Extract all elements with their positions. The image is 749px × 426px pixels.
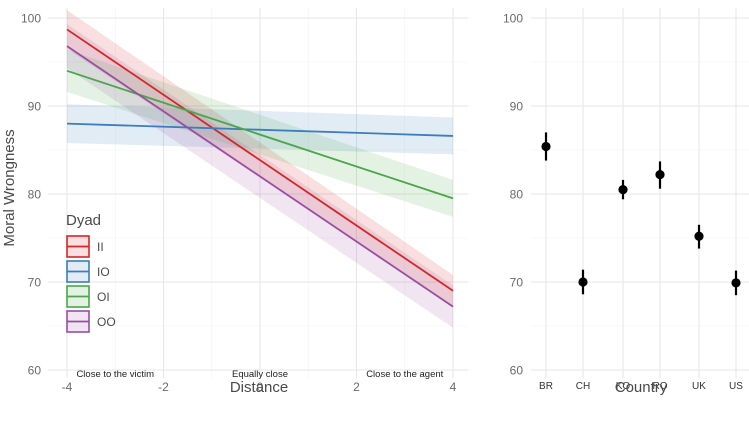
right-point-ranges — [541, 132, 741, 296]
x-tick-label: 2 — [353, 380, 360, 394]
right-x-tick-labels: BR CH KO RO UK US — [539, 381, 743, 392]
left-regression-lines — [66, 28, 454, 308]
y-tick-label: 60 — [510, 364, 524, 378]
left-annotations: Close to the victim Equally close Close to… — [76, 369, 443, 380]
annotation-label: Close to the victim — [76, 369, 154, 380]
y-tick-label: 70 — [28, 276, 42, 290]
legend: Dyad II IO OI OO — [66, 212, 116, 333]
y-tick-label: 70 — [510, 276, 524, 290]
point-br — [541, 141, 551, 152]
legend-label-oo: OO — [97, 315, 116, 329]
x-tick-label: -2 — [158, 380, 169, 394]
legend-title: Dyad — [66, 212, 101, 229]
y-tick-label: 100 — [21, 12, 41, 26]
y-tick-label: 80 — [28, 188, 42, 202]
left-y-tick-labels: 60 70 80 90 100 — [21, 12, 41, 378]
right-x-axis-title: Country — [615, 379, 668, 396]
legend-label-ii: II — [97, 240, 104, 254]
series-line-ii — [66, 28, 454, 292]
series-line-oi — [66, 69, 454, 200]
left-y-axis-title: Moral Wrongness — [1, 129, 18, 246]
category-label: UK — [692, 381, 706, 392]
ci-band-ii — [67, 10, 453, 307]
y-tick-label: 90 — [28, 100, 42, 114]
point-ro — [655, 170, 665, 180]
left-gridlines — [48, 8, 468, 378]
right-gridlines — [531, 8, 749, 378]
x-tick-label: 4 — [450, 380, 457, 394]
category-label: CH — [576, 381, 590, 392]
left-panel: Close to the victim Equally close Close to… — [1, 8, 468, 396]
right-y-tick-labels: 60 70 80 90 100 — [503, 12, 523, 378]
point-us — [731, 278, 741, 288]
y-tick-label: 80 — [510, 188, 524, 202]
left-x-tick-labels: -4 -2 0 2 4 — [62, 380, 457, 394]
left-x-axis-title: Distance — [230, 379, 288, 396]
x-tick-label: 0 — [257, 380, 264, 394]
point-uk — [694, 231, 704, 241]
series-line-oo — [66, 45, 454, 308]
x-tick-label: -4 — [62, 380, 73, 394]
ci-band-oi — [67, 49, 453, 217]
series-line-io — [66, 122, 454, 137]
legend-label-oi: OI — [97, 290, 110, 304]
annotation-label: Equally close — [232, 369, 288, 380]
y-tick-label: 60 — [28, 364, 42, 378]
right-panel: 60 70 80 90 100 BR CH KO RO UK US Country — [503, 8, 749, 396]
category-label: RO — [653, 381, 668, 392]
y-tick-label: 90 — [510, 100, 524, 114]
point-ko — [618, 185, 628, 195]
legend-label-io: IO — [97, 265, 110, 279]
category-label: KO — [616, 381, 631, 392]
category-label: BR — [539, 381, 553, 392]
point-ch — [578, 277, 588, 287]
y-tick-label: 100 — [503, 12, 523, 26]
annotation-label: Close to the agent — [366, 369, 443, 380]
category-label: US — [729, 381, 743, 392]
